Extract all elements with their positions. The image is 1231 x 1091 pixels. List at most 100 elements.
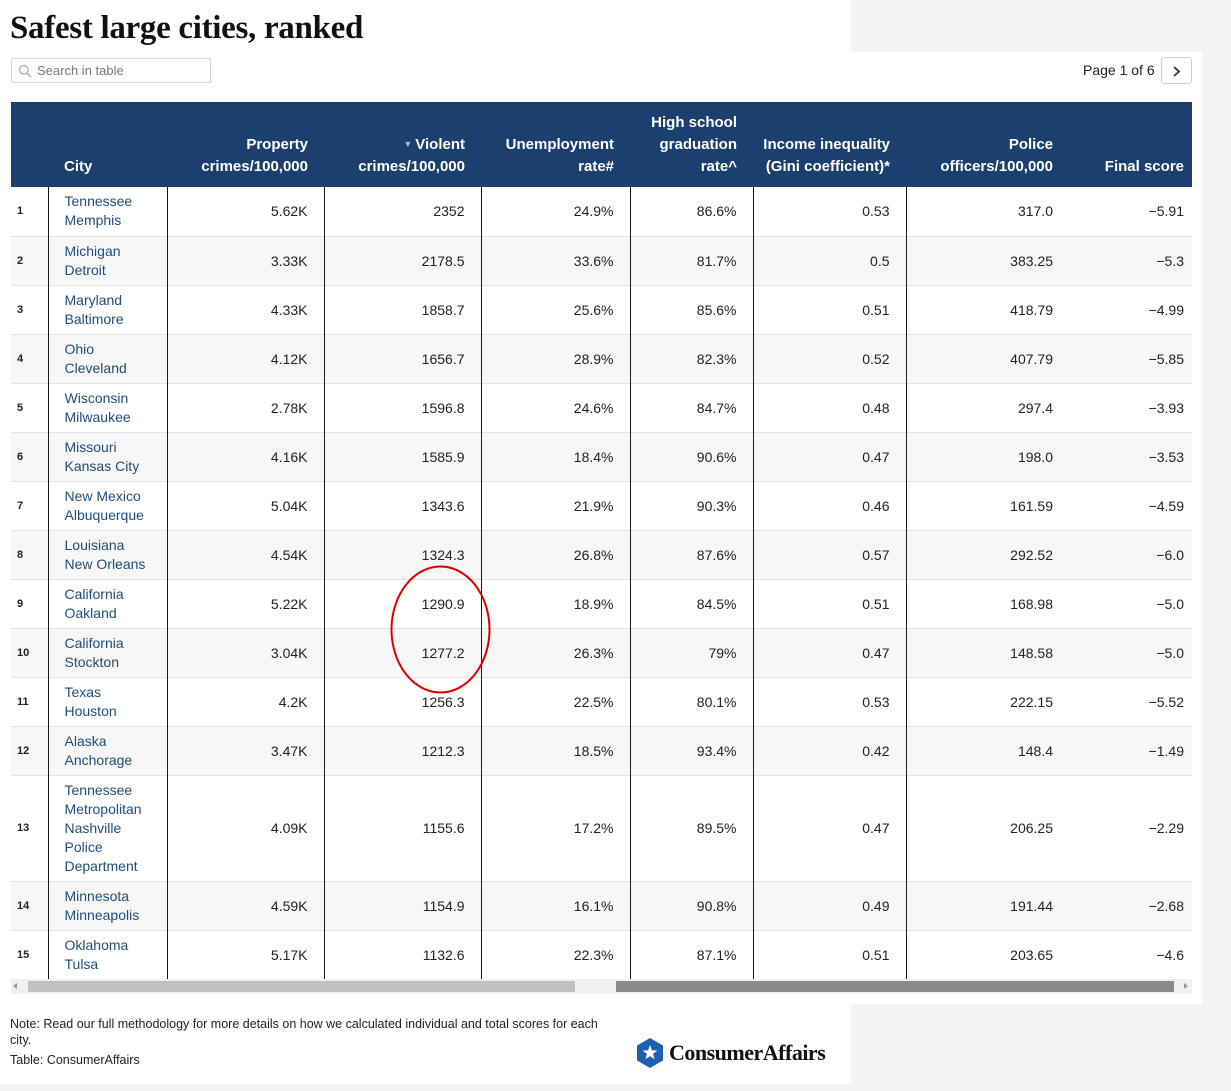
income-inequality-cell: 0.51: [752, 930, 906, 979]
income-inequality-cell: 0.46: [752, 481, 906, 530]
violent-crimes-column-header[interactable]: ▼ Violent crimes/100,000: [324, 102, 481, 187]
property-crimes-cell: 3.47K: [166, 726, 324, 775]
city-cell[interactable]: Oklahoma Tulsa: [47, 930, 167, 979]
income-inequality-cell: 0.51: [752, 285, 906, 334]
scroll-left-icon[interactable]: [13, 983, 17, 989]
city-name: Albuquerque: [64, 506, 144, 523]
police-cell: 161.59: [905, 481, 1069, 530]
state-name: Tennessee: [64, 781, 133, 798]
graduation-cell: 79%: [629, 628, 753, 677]
search-input[interactable]: [37, 61, 207, 80]
police-cell: 418.79: [905, 285, 1069, 334]
unemployment-cell: 18.4%: [480, 432, 630, 481]
final-score-cell: −5.0: [1156, 644, 1184, 661]
graduation-cell: 90.6%: [629, 432, 753, 481]
sort-descending-icon: ▼: [403, 139, 413, 149]
city-name: New Orleans: [64, 555, 146, 572]
table-row: 11 Texas Houston 4.2K 1256.3 22.5% 80.1% 0.53 22…: [11, 677, 1192, 726]
next-page-button[interactable]: [1161, 57, 1192, 84]
state-name: Wisconsin: [64, 389, 129, 406]
graduation-cell: 85.6%: [629, 285, 753, 334]
table-row: 9 California Oakland 5.22K 1290.9 18.9% 84.5% 0…: [11, 579, 1192, 628]
city-name: Baltimore: [64, 310, 124, 327]
income-inequality-column-header[interactable]: Income inequality (Gini coefficient)*: [763, 136, 890, 175]
income-inequality-cell: 0.52: [752, 334, 906, 383]
police-column-header[interactable]: Police officers/100,000: [940, 136, 1053, 175]
graduation-cell: 87.6%: [629, 530, 753, 579]
income-inequality-cell: 0.57: [752, 530, 906, 579]
city-name: Minneapolis: [64, 906, 140, 923]
rank-cell: 14: [17, 899, 30, 912]
city-name: Tulsa: [64, 955, 99, 972]
city-name: Cleveland: [64, 359, 127, 376]
city-cell[interactable]: Missouri Kansas City: [47, 432, 167, 481]
unemployment-cell: 33.6%: [480, 236, 630, 285]
property-crimes-cell: 3.04K: [166, 628, 324, 677]
table-row: 4 Ohio Cleveland 4.12K 1656.7 28.9% 82.3% 0.52 4…: [11, 334, 1192, 383]
property-crimes-cell: 4.12K: [166, 334, 324, 383]
horizontal-scrollbar[interactable]: [11, 979, 1192, 994]
unemployment-cell: 25.6%: [480, 285, 630, 334]
violent-crimes-cell: 1290.9: [323, 579, 481, 628]
city-cell[interactable]: Alaska Anchorage: [47, 726, 167, 775]
search-icon: [18, 64, 32, 78]
chevron-right-icon: [1173, 66, 1181, 77]
city-cell[interactable]: Texas Houston: [47, 677, 167, 726]
scroll-right-icon[interactable]: [1184, 983, 1188, 989]
unemployment-column-header[interactable]: Unemployment rate#: [505, 136, 614, 175]
state-name: Louisiana: [64, 536, 125, 553]
police-cell: 206.25: [905, 775, 1069, 881]
city-cell[interactable]: Minnesota Minneapolis: [47, 881, 167, 930]
city-name: Milwaukee: [64, 408, 131, 425]
graduation-column-header[interactable]: High school graduation rate^: [651, 114, 737, 175]
city-cell[interactable]: Louisiana New Orleans: [47, 530, 167, 579]
city-name: Anchorage: [64, 751, 133, 768]
final-score-cell: −5.52: [1148, 693, 1184, 710]
unemployment-cell: 26.3%: [480, 628, 630, 677]
graduation-cell: 89.5%: [629, 775, 753, 881]
graduation-cell: 87.1%: [629, 930, 753, 979]
methodology-note: Note: Read our full methodology for more…: [10, 1017, 598, 1047]
income-inequality-cell: 0.48: [752, 383, 906, 432]
graduation-cell: 84.5%: [629, 579, 753, 628]
table-source: Table: ConsumerAffairs: [10, 1053, 140, 1067]
property-crimes-cell: 4.16K: [166, 432, 324, 481]
city-name-line: Nashville: [64, 819, 122, 836]
income-inequality-cell: 0.51: [752, 579, 906, 628]
search-box[interactable]: [11, 58, 211, 83]
scrollbar-thumb[interactable]: [616, 981, 1174, 992]
property-crimes-cell: 4.33K: [166, 285, 324, 334]
graduation-cell: 90.3%: [629, 481, 753, 530]
city-cell[interactable]: Tennessee Metropolitan Nashville Police Depa…: [47, 775, 167, 881]
property-crimes-column-header[interactable]: Property crimes/100,000: [201, 136, 308, 175]
scrollbar-track-left[interactable]: [28, 981, 575, 992]
city-cell[interactable]: Wisconsin Milwaukee: [47, 383, 167, 432]
table-row: 3 Maryland Baltimore 4.33K 1858.7 25.6% 85.6% 0…: [11, 285, 1192, 334]
rank-cell: 13: [17, 822, 30, 834]
city-cell[interactable]: Tennessee Memphis: [47, 187, 167, 236]
state-name: New Mexico: [64, 487, 141, 504]
police-cell: 168.98: [905, 579, 1069, 628]
property-crimes-cell: 2.78K: [166, 383, 324, 432]
state-name: California: [64, 634, 124, 651]
violent-crimes-cell: 1277.2: [323, 628, 481, 677]
rank-cell: 6: [17, 450, 24, 463]
unemployment-cell: 28.9%: [480, 334, 630, 383]
city-column-header[interactable]: City: [64, 158, 93, 175]
city-name: Detroit: [64, 261, 106, 278]
final-score-column-header[interactable]: Final score: [1104, 158, 1184, 175]
violent-crimes-cell: 1585.9: [323, 432, 481, 481]
unemployment-cell: 22.5%: [480, 677, 630, 726]
city-name-line: Metropolitan: [64, 800, 142, 817]
star-shield-icon: [637, 1038, 663, 1068]
rank-cell: 5: [17, 401, 24, 414]
rank-cell: 10: [17, 646, 30, 659]
city-cell[interactable]: New Mexico Albuquerque: [47, 481, 167, 530]
violent-crimes-cell: 1154.9: [323, 881, 481, 930]
city-cell[interactable]: California Stockton: [47, 628, 167, 677]
graduation-cell: 93.4%: [629, 726, 753, 775]
city-cell[interactable]: Ohio Cleveland: [47, 334, 167, 383]
city-cell[interactable]: California Oakland: [47, 579, 167, 628]
city-cell[interactable]: Michigan Detroit: [47, 236, 167, 285]
city-cell[interactable]: Maryland Baltimore: [47, 285, 167, 334]
